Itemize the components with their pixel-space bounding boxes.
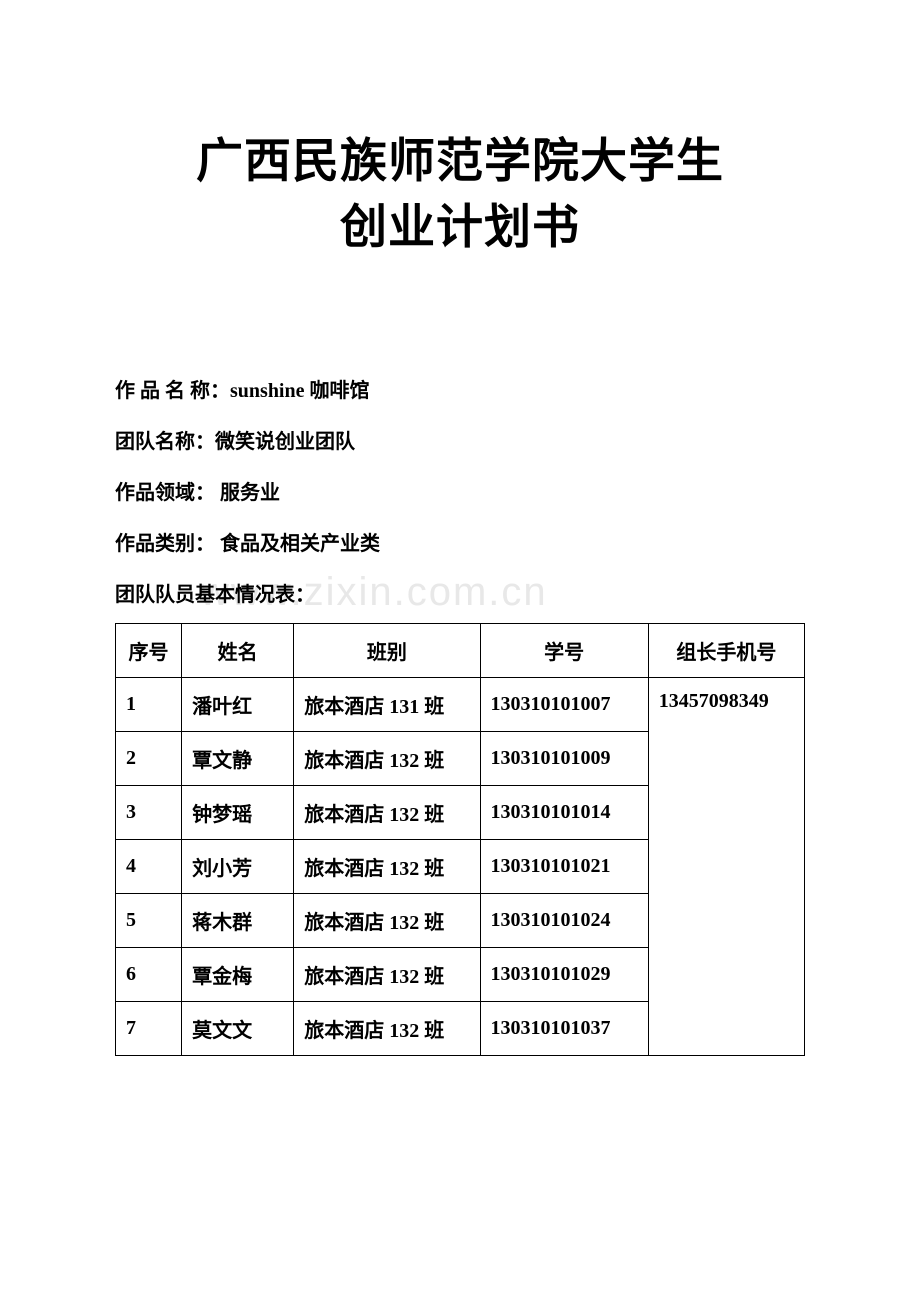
title-line-1: 广西民族师范学院大学生 bbox=[115, 130, 805, 196]
work-name-row: 作 品 名 称：sunshine 咖啡馆 bbox=[115, 377, 805, 405]
cell-name: 钟梦瑶 bbox=[182, 785, 294, 839]
cell-seq: 6 bbox=[116, 947, 182, 1001]
cell-id: 130310101007 bbox=[480, 677, 648, 731]
cell-id: 130310101021 bbox=[480, 839, 648, 893]
cell-seq: 7 bbox=[116, 1001, 182, 1055]
table-title: 团队队员基本情况表： bbox=[115, 581, 805, 609]
team-name-row: 团队名称：微笑说创业团队 bbox=[115, 428, 805, 456]
cell-id: 130310101014 bbox=[480, 785, 648, 839]
team-name-label: 团队名称： bbox=[115, 431, 215, 453]
field-label: 作品领域： bbox=[115, 482, 215, 504]
cell-id: 130310101009 bbox=[480, 731, 648, 785]
cell-id: 130310101024 bbox=[480, 893, 648, 947]
category-value: 食品及相关产业类 bbox=[215, 533, 380, 555]
cell-class: 旅本酒店 132 班 bbox=[294, 731, 480, 785]
cell-name: 莫文文 bbox=[182, 1001, 294, 1055]
team-name-value: 微笑说创业团队 bbox=[215, 431, 355, 453]
cell-class: 旅本酒店 132 班 bbox=[294, 947, 480, 1001]
cell-phone: 13457098349 bbox=[648, 677, 804, 1055]
cell-name: 蒋木群 bbox=[182, 893, 294, 947]
title-line-2: 创业计划书 bbox=[115, 196, 805, 262]
table-header-row: 序号 姓名 班别 学号 组长手机号 bbox=[116, 623, 805, 677]
cell-seq: 4 bbox=[116, 839, 182, 893]
info-section: 作 品 名 称：sunshine 咖啡馆 团队名称：微笑说创业团队 作品领域： … bbox=[115, 377, 805, 609]
table-row: 1 潘叶红 旅本酒店 131 班 130310101007 1345709834… bbox=[116, 677, 805, 731]
header-name: 姓名 bbox=[182, 623, 294, 677]
cell-seq: 5 bbox=[116, 893, 182, 947]
cell-class: 旅本酒店 131 班 bbox=[294, 677, 480, 731]
header-class: 班别 bbox=[294, 623, 480, 677]
category-label: 作品类别： bbox=[115, 533, 215, 555]
document-page: 广西民族师范学院大学生 创业计划书 作 品 名 称：sunshine 咖啡馆 团… bbox=[0, 0, 920, 1056]
cell-id: 130310101037 bbox=[480, 1001, 648, 1055]
cell-class: 旅本酒店 132 班 bbox=[294, 839, 480, 893]
cell-class: 旅本酒店 132 班 bbox=[294, 785, 480, 839]
cell-name: 刘小芳 bbox=[182, 839, 294, 893]
header-seq: 序号 bbox=[116, 623, 182, 677]
field-value: 服务业 bbox=[215, 482, 280, 504]
cell-name: 潘叶红 bbox=[182, 677, 294, 731]
team-members-table: 序号 姓名 班别 学号 组长手机号 1 潘叶红 旅本酒店 131 班 13031… bbox=[115, 623, 805, 1056]
header-phone: 组长手机号 bbox=[648, 623, 804, 677]
cell-seq: 3 bbox=[116, 785, 182, 839]
cell-id: 130310101029 bbox=[480, 947, 648, 1001]
cell-seq: 2 bbox=[116, 731, 182, 785]
cell-name: 覃金梅 bbox=[182, 947, 294, 1001]
work-name-value: sunshine 咖啡馆 bbox=[230, 380, 370, 402]
cell-name: 覃文静 bbox=[182, 731, 294, 785]
work-name-label: 作 品 名 称： bbox=[115, 380, 230, 402]
header-id: 学号 bbox=[480, 623, 648, 677]
document-title: 广西民族师范学院大学生 创业计划书 bbox=[115, 130, 805, 262]
cell-class: 旅本酒店 132 班 bbox=[294, 893, 480, 947]
category-row: 作品类别： 食品及相关产业类 bbox=[115, 530, 805, 558]
cell-class: 旅本酒店 132 班 bbox=[294, 1001, 480, 1055]
field-row: 作品领域： 服务业 bbox=[115, 479, 805, 507]
cell-seq: 1 bbox=[116, 677, 182, 731]
